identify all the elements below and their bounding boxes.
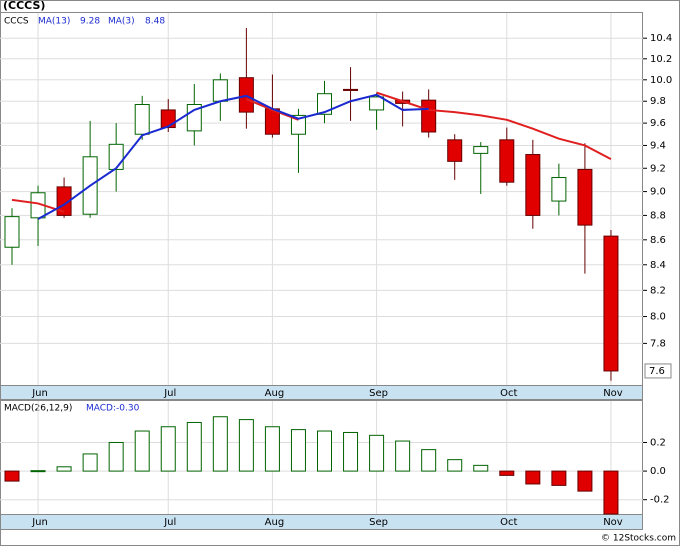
macd-bar: [238, 419, 254, 472]
macd-current: MACD:-0.30: [86, 404, 140, 414]
macd-bar: [186, 421, 202, 472]
x-tick-label: Jun: [31, 517, 48, 528]
symbol-label: CCCS: [4, 17, 29, 27]
candle-body: [343, 88, 359, 91]
macd-bar: [395, 440, 411, 472]
last-price-label: 7.6: [649, 366, 665, 377]
candle-body: [447, 139, 463, 162]
macd-bar: [499, 470, 515, 476]
candle-body: [499, 139, 515, 183]
x-tick-label: Aug: [265, 388, 285, 399]
candle-body: [134, 103, 150, 135]
macd-bar: [369, 434, 385, 472]
y-tick-label: 8.0: [650, 312, 666, 323]
macd-bar: [108, 441, 124, 472]
x-tick-label: Jul: [163, 388, 176, 399]
macd-bar: [160, 426, 176, 472]
y-tick-label: 9.8: [650, 96, 666, 107]
y-tick-label: 9.0: [650, 187, 666, 198]
macd-date-strip: [0, 514, 643, 530]
x-tick-label: Oct: [500, 517, 517, 528]
macd-bar: [525, 470, 541, 485]
macd-bar: [473, 464, 489, 472]
y-tick-label: 8.6: [650, 235, 666, 246]
y-tick-label: 0.2: [650, 437, 666, 448]
x-tick-label: Jul: [163, 517, 176, 528]
candle-body: [290, 114, 306, 135]
x-tick-label: Sep: [369, 388, 388, 399]
macd-bar: [212, 416, 228, 472]
y-tick-label: 10.0: [650, 75, 672, 86]
candle-body: [603, 235, 619, 372]
candle-body: [160, 109, 176, 129]
y-tick-label: 8.8: [650, 210, 666, 221]
macd-bar: [551, 470, 567, 486]
chart-title: (CCCS): [3, 0, 45, 12]
candle-body: [551, 177, 567, 202]
candle-body: [369, 96, 385, 111]
candle-body: [421, 99, 437, 133]
macd-bar: [317, 430, 332, 472]
y-tick-label: 8.4: [650, 260, 666, 271]
macd-bar: [290, 429, 306, 472]
y-tick-label: 10.4: [650, 33, 672, 44]
macd-bar: [343, 431, 359, 472]
y-tick-label: 9.6: [650, 118, 666, 129]
candle-body: [577, 168, 593, 226]
macd-bar: [134, 430, 150, 472]
candle-body: [56, 186, 72, 216]
legend-name: MA(13): [38, 17, 70, 27]
x-tick-label: Jun: [31, 388, 48, 399]
macd-bar: [603, 470, 619, 515]
candle-body: [525, 154, 541, 216]
candle-body: [473, 146, 489, 154]
watermark: © 12Stocks.com: [601, 534, 676, 544]
y-tick-label: 9.4: [650, 140, 666, 151]
y-tick-label: 7.8: [650, 338, 666, 349]
legend-name: MA(3): [108, 17, 135, 27]
y-tick-label: 8.2: [650, 285, 666, 296]
x-tick-label: Nov: [603, 517, 623, 528]
macd-bar: [56, 466, 72, 472]
x-tick-label: Nov: [603, 388, 623, 399]
candle-body: [108, 143, 124, 170]
x-tick-label: Sep: [369, 517, 388, 528]
legend-value: 8.48: [145, 17, 165, 27]
x-tick-label: Aug: [265, 517, 285, 528]
candle-body: [212, 79, 228, 102]
x-tick-label: Oct: [500, 388, 517, 399]
y-tick-label: 9.2: [650, 163, 666, 174]
macd-bar: [82, 453, 98, 472]
macd-bar: [4, 470, 20, 482]
candle-body: [4, 216, 20, 248]
macd-bar: [264, 426, 280, 472]
macd-bar: [447, 459, 463, 472]
legend-value: 9.28: [80, 17, 100, 27]
y-tick-label: 0.0: [650, 466, 666, 477]
last-price-box: [644, 363, 672, 379]
macd-bar: [421, 449, 437, 472]
candle-body: [317, 93, 332, 115]
macd-bar: [30, 470, 46, 473]
macd-bar: [577, 470, 593, 492]
y-tick-label: -0.2: [650, 495, 670, 506]
y-tick-label: 10.2: [650, 54, 672, 65]
price-date-strip: [0, 385, 643, 400]
ma-line: [37, 93, 429, 220]
